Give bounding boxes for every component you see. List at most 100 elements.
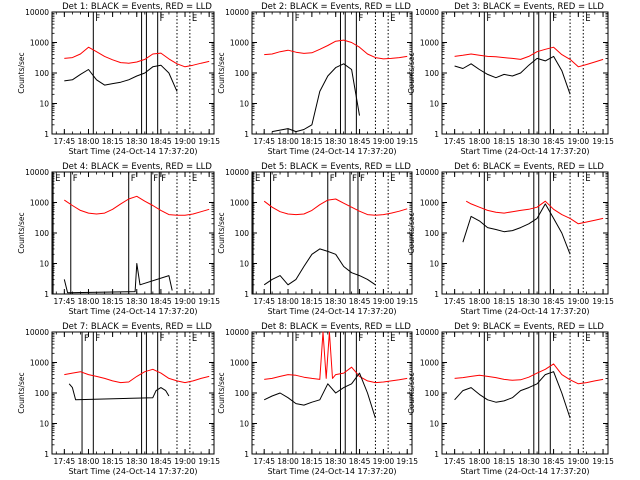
x-tick-label: 19:15 <box>396 137 418 146</box>
detector-panel-8: Det 8: BLACK = Events, RED = LLD 1 10 100 10… <box>217 322 418 476</box>
y-tick-label: 10 <box>239 100 249 109</box>
y-tick-label: 100 <box>425 389 440 398</box>
time-marker-label: F <box>295 334 300 344</box>
x-axis-label: Start Time (24-Oct-14 17:37:20) <box>267 467 396 476</box>
x-axis-label: Start Time (24-Oct-14 17:37:20) <box>267 147 396 156</box>
x-tick-label: 18:45 <box>349 297 371 306</box>
x-tick-label: 17:45 <box>253 297 275 306</box>
y-tick-label: 1 <box>434 130 439 139</box>
y-tick-label: 1000 <box>230 199 249 208</box>
y-tick-label: 1 <box>244 130 249 139</box>
x-axis-label: Start Time (24-Oct-14 17:37:20) <box>460 147 589 156</box>
time-marker-label: F <box>295 14 300 24</box>
x-tick-label: 18:30 <box>126 457 148 466</box>
y-tick-label: 1 <box>244 450 249 459</box>
x-tick-label: 19:15 <box>592 297 614 306</box>
time-marker-label: E <box>192 14 197 24</box>
time-marker-label: F <box>161 174 166 184</box>
detector-panel-7: Det 7: BLACK = Events, RED = LLD 1 10 100 10… <box>17 322 220 476</box>
x-tick-label: 18:00 <box>277 297 299 306</box>
series-line-2 <box>64 64 178 92</box>
time-marker-label: F <box>73 174 78 184</box>
time-marker-label: F <box>160 334 165 344</box>
x-tick-label: 18:15 <box>493 457 515 466</box>
x-tick-label: 18:00 <box>277 137 299 146</box>
series-line-2 <box>462 203 571 255</box>
y-tick-label: 100 <box>35 389 50 398</box>
x-tick-label: 18:15 <box>301 297 323 306</box>
x-axis-label: Start Time (24-Oct-14 17:37:20) <box>68 147 197 156</box>
x-tick-label: 18:15 <box>102 297 124 306</box>
x-axis-label: Start Time (24-Oct-14 17:37:20) <box>267 307 396 316</box>
x-tick-label: 18:15 <box>493 137 515 146</box>
x-axis-label: Start Time (24-Oct-14 17:37:20) <box>460 467 589 476</box>
detector-panel-5: Det 5: BLACK = Events, RED = LLD 1 10 100 10… <box>217 162 418 316</box>
x-tick-label: 19:00 <box>174 137 196 146</box>
x-tick-label: 18:45 <box>543 137 565 146</box>
x-tick-label: 19:00 <box>373 297 395 306</box>
x-tick-label: 18:15 <box>102 457 124 466</box>
chart-title: Det 9: BLACK = Events, RED = LLD <box>454 322 604 332</box>
x-tick-label: 18:15 <box>493 297 515 306</box>
time-marker-label: F <box>95 14 100 24</box>
x-tick-label: 18:15 <box>102 137 124 146</box>
time-marker-label: F <box>358 14 363 24</box>
chart-title: Det 6: BLACK = Events, RED = LLD <box>454 162 604 172</box>
x-tick-label: 18:30 <box>518 457 540 466</box>
y-axis-label: Counts/sec <box>217 52 226 93</box>
chart-title: Det 4: BLACK = Events, RED = LLD <box>62 162 212 172</box>
y-tick-label: 1000 <box>30 39 49 48</box>
x-tick-label: 18:30 <box>325 457 347 466</box>
y-tick-label: 1000 <box>30 199 49 208</box>
time-marker-label: E <box>390 174 395 184</box>
y-tick-label: 10 <box>39 100 49 109</box>
x-tick-label: 19:15 <box>396 457 418 466</box>
x-tick-label: 18:00 <box>277 457 299 466</box>
x-tick-label: 19:00 <box>174 297 196 306</box>
x-tick-label: 18:45 <box>150 457 172 466</box>
time-marker-label: F <box>486 14 491 24</box>
x-tick-label: 17:45 <box>253 137 275 146</box>
series-line-2 <box>63 263 173 294</box>
x-tick-label: 18:30 <box>126 297 148 306</box>
y-tick-label: 1 <box>434 450 439 459</box>
y-tick-label: 100 <box>35 229 50 238</box>
y-tick-label: 10000 <box>225 168 249 177</box>
x-axis-label: Start Time (24-Oct-14 17:37:20) <box>68 307 197 316</box>
series-line-1 <box>64 195 210 216</box>
detector-panel-9: Det 9: BLACK = Events, RED = LLD 1 10 100 10… <box>407 322 614 476</box>
series-line-1 <box>263 198 408 216</box>
x-tick-label: 18:45 <box>150 297 172 306</box>
x-tick-label: 18:30 <box>325 137 347 146</box>
x-tick-label: 19:00 <box>568 457 590 466</box>
x-tick-label: 18:45 <box>543 297 565 306</box>
y-tick-label: 1 <box>434 290 439 299</box>
x-tick-label: 18:00 <box>469 297 491 306</box>
y-tick-label: 10 <box>429 260 439 269</box>
y-tick-label: 100 <box>235 389 250 398</box>
y-axis-label: Counts/sec <box>217 212 226 253</box>
series-line-2 <box>454 55 571 95</box>
series-line-1 <box>64 46 210 68</box>
y-tick-label: 100 <box>235 69 250 78</box>
chart-title: Det 8: BLACK = Events, RED = LLD <box>261 322 411 332</box>
y-tick-label: 100 <box>235 229 250 238</box>
x-tick-label: 18:30 <box>325 297 347 306</box>
y-tick-label: 10000 <box>415 8 439 17</box>
y-tick-label: 10 <box>239 420 249 429</box>
x-tick-label: 19:15 <box>198 137 220 146</box>
x-tick-label: 19:00 <box>568 297 590 306</box>
chart-title: Det 7: BLACK = Events, RED = LLD <box>62 322 212 332</box>
y-tick-label: 10000 <box>25 168 49 177</box>
series-line-2 <box>263 248 376 286</box>
x-tick-label: 19:00 <box>373 457 395 466</box>
y-tick-label: 10000 <box>415 328 439 337</box>
series-line-2 <box>263 372 376 419</box>
y-tick-label: 10 <box>39 420 49 429</box>
x-tick-label: 19:00 <box>568 137 590 146</box>
time-marker-label: E <box>55 174 60 184</box>
x-tick-label: 18:00 <box>469 457 491 466</box>
time-marker-label: F <box>360 174 365 184</box>
x-tick-label: 17:45 <box>54 457 76 466</box>
